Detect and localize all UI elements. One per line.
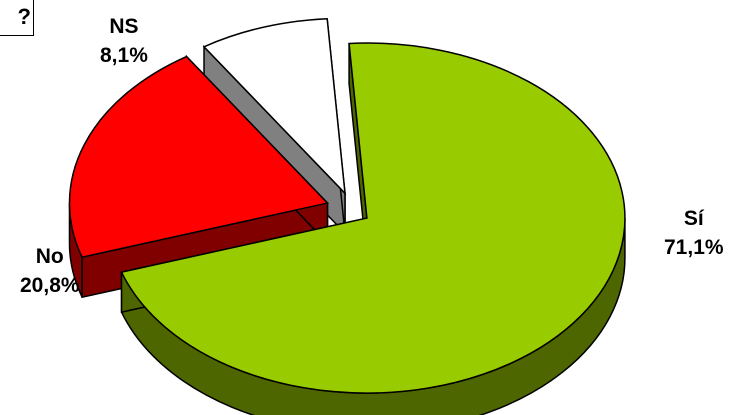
pie-top-si [120, 42, 626, 394]
slice-value-no: 20,8% [20, 274, 80, 297]
slice-label-no: No 20,8% [20, 242, 80, 300]
pie-top-no [68, 55, 329, 259]
slice-value-si: 71,1% [664, 236, 724, 259]
slice-name-si: Sí [683, 207, 704, 230]
slice-label-si: Sí 71,1% [664, 204, 724, 262]
pie-top-ns [202, 17, 346, 196]
pie-slice-no [68, 54, 329, 299]
slice-name-ns: NS [109, 15, 139, 38]
corner-mark: ? [0, 0, 34, 36]
pie-slice-si [120, 42, 626, 415]
slice-value-ns: 8,1% [100, 44, 148, 67]
slice-name-no: No [35, 245, 64, 268]
slice-label-ns: NS 8,1% [100, 12, 148, 70]
